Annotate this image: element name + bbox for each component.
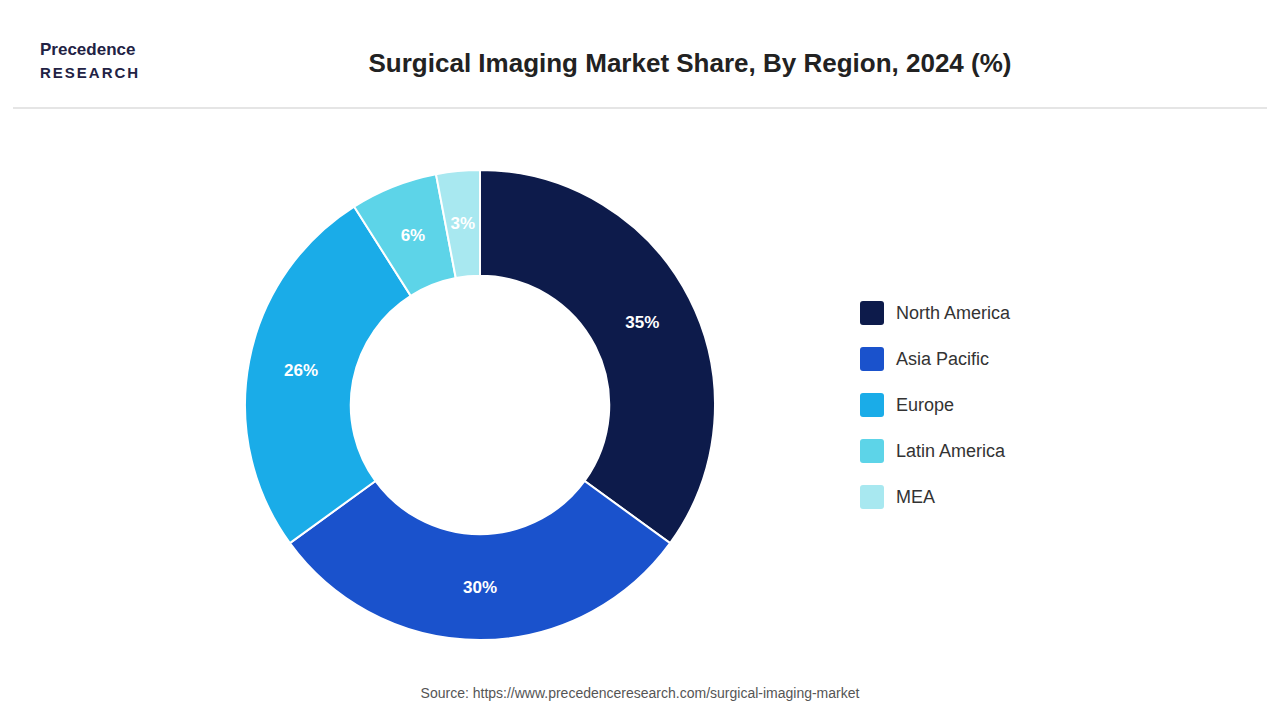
logo-text: Precedence — [40, 40, 135, 59]
legend-swatch — [860, 439, 884, 463]
data-label: 6% — [401, 226, 426, 245]
background — [0, 0, 1280, 720]
separator — [13, 107, 1267, 108]
legend-swatch — [860, 393, 884, 417]
data-label: 26% — [284, 361, 318, 380]
chart-title: Surgical Imaging Market Share, By Region… — [369, 48, 1012, 78]
chart-container: Precedence RESEARCH Surgical Imaging Marke… — [0, 0, 1280, 720]
data-label: 3% — [451, 214, 476, 233]
legend-swatch — [860, 485, 884, 509]
legend: North America Asia Pacific Europe Latin Ame… — [860, 301, 1011, 509]
legend-label: Europe — [896, 395, 954, 415]
data-label: 35% — [625, 313, 659, 332]
legend-label: North America — [896, 303, 1011, 323]
logo-text: RESEARCH — [40, 64, 140, 81]
data-label: 30% — [463, 578, 497, 597]
data-labels: 35% 30% 26% 6% 3% — [284, 214, 659, 596]
legend-label: Asia Pacific — [896, 349, 989, 369]
legend-swatch — [860, 301, 884, 325]
source-text: Source: https://www.precedenceresearch.c… — [421, 685, 860, 701]
chart-svg: Precedence RESEARCH Surgical Imaging Marke… — [0, 0, 1280, 720]
slice — [436, 170, 480, 278]
slice — [290, 481, 670, 640]
slices — [245, 170, 715, 640]
legend-swatch — [860, 347, 884, 371]
legend-label: MEA — [896, 487, 935, 507]
slice — [480, 170, 715, 543]
legend-label: Latin America — [896, 441, 1006, 461]
